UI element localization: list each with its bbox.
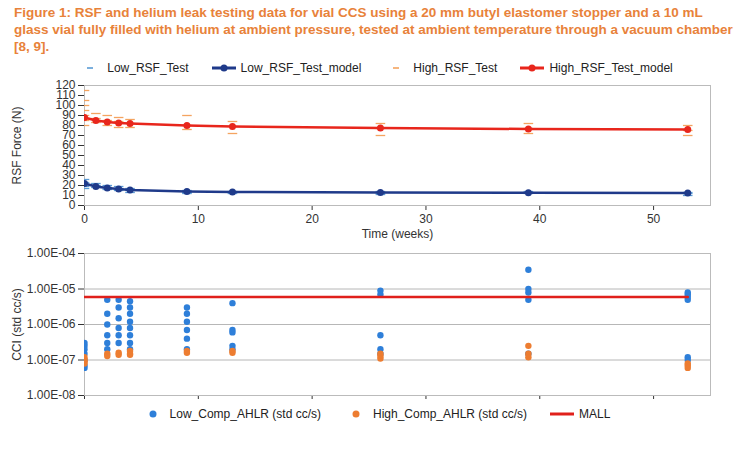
svg-text:50: 50: [647, 212, 661, 226]
html-text:Figure 1: RSF and helium leak: Figure 1: RSF and helium leak testing da…: [14, 5, 733, 54]
svg-text:40: 40: [62, 158, 76, 173]
svg-text:70: 70: [62, 128, 76, 143]
html-text:High_Comp_AHLR (std cc/s): High_Comp_AHLR (std cc/s): [373, 407, 527, 421]
html-text:High_RSF_Test_model: High_RSF_Test_model: [549, 61, 673, 75]
svg-text:40: 40: [533, 212, 547, 226]
html-text:High_RSF_Test: High_RSF_Test: [413, 61, 498, 75]
svg-text:1.00E-06: 1.00E-06: [27, 317, 76, 331]
svg-text:110: 110: [56, 88, 76, 103]
svg-text:50: 50: [62, 148, 76, 163]
svg-text:10: 10: [62, 188, 76, 203]
svg-text:CCI (std cc/s): CCI (std cc/s): [10, 288, 24, 361]
svg-text:20: 20: [62, 178, 76, 193]
svg-text:Time (weeks): Time (weeks): [362, 227, 434, 241]
svg-text:20: 20: [305, 212, 319, 226]
svg-text:30: 30: [62, 168, 76, 183]
svg-text:0: 0: [81, 212, 88, 226]
svg-text:100: 100: [55, 98, 76, 113]
html-text:Low_RSF_Test_model: Low_RSF_Test_model: [240, 61, 362, 75]
svg-text:10: 10: [192, 212, 206, 226]
html-text:Low_RSF_Test: Low_RSF_Test: [107, 61, 189, 75]
svg-text:1.00E-07: 1.00E-07: [27, 353, 76, 367]
html-text:Low_Comp_AHLR (std cc/s): Low_Comp_AHLR (std cc/s): [169, 407, 321, 421]
html-text:MALL: MALL: [579, 407, 611, 421]
svg-text:90: 90: [62, 108, 76, 123]
svg-text:1.00E-05: 1.00E-05: [27, 282, 76, 296]
svg-text:1.00E-04: 1.00E-04: [27, 246, 76, 260]
svg-text:30: 30: [419, 212, 433, 226]
svg-text:120: 120: [55, 78, 75, 92]
svg-text:80: 80: [62, 118, 76, 133]
svg-text:60: 60: [62, 138, 76, 153]
svg-text:1.00E-08: 1.00E-08: [27, 388, 76, 402]
svg-text:0: 0: [68, 198, 76, 213]
svg-text:RSF Force (N): RSF Force (N): [10, 106, 24, 184]
